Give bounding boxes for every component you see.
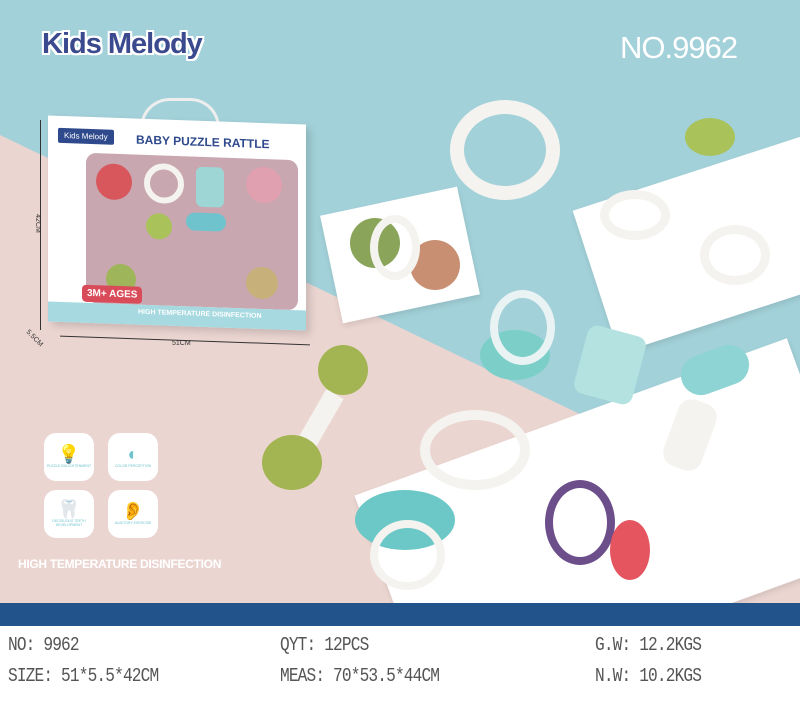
product-scene: Kids Melody NO.9962 Kids Melody BABY PUZ… [0,0,800,603]
rattle-phone [196,166,224,208]
height-dimension-line [40,120,41,330]
ear-icon: 👂 [121,501,145,522]
rattle-clear [490,290,555,365]
spec-qty: QYT: 12PCS [280,634,369,656]
disinfection-text: HIGH TEMPERATURE DISINFECTION [18,557,222,571]
spec-meas: MEAS: 70*53.5*44CM [280,665,440,687]
product-box: Kids Melody BABY PUZZLE RATTLE 3M+ AGES … [48,115,306,331]
rattle-red [96,163,132,201]
feature-auditory: 👂 AUDITORY EXERCISE [108,490,158,538]
teether-paw-ring [370,520,445,590]
height-label: 42CM [33,214,41,233]
feature-puzzle: 💡 PUZZLE ENLIGHTENMENT [44,433,94,481]
rattle-paw [420,410,530,490]
spec-net-weight: N.W: 10.2KGS [595,665,702,687]
teether-red [610,520,650,580]
rattle-green-end [262,435,322,490]
rattle-hammer [186,212,226,232]
spec-band [0,603,800,626]
rattle-green-ball [318,345,368,395]
feature-teeth: 🦷 DECIDUOUS TEETH DEVELOPMENT [44,490,94,538]
rattle-pink [246,166,282,204]
box-brand: Kids Melody [58,127,114,145]
teether-oval [600,190,670,240]
feature-color: ◐ COLOR PERCEPTION [108,433,158,481]
half-circle-icon: ◐ [127,444,139,465]
teether-flower [700,225,770,285]
rattle-green [146,212,172,240]
rattle-bell [450,100,560,200]
box-title: BABY PUZZLE RATTLE [136,132,270,152]
spec-gross-weight: G.W: 12.2KGS [595,634,702,656]
teether-green [685,118,735,156]
width-label: 51CM [172,340,191,347]
rattle-white [144,162,184,205]
spec-size: SIZE: 51*5.5*42CM [8,665,159,687]
teether-ring [370,215,420,280]
rattle-purple [545,480,615,565]
tooth-icon: 🦷 [57,499,81,520]
spec-no: NO: 9962 [8,634,80,656]
lightbulb-head-icon: 💡 [57,444,81,465]
brand-logo: Kids Melody [42,28,203,60]
rattle-flower [246,266,278,300]
model-number: NO.9962 [620,30,738,65]
age-badge: 3M+ AGES [82,284,143,304]
